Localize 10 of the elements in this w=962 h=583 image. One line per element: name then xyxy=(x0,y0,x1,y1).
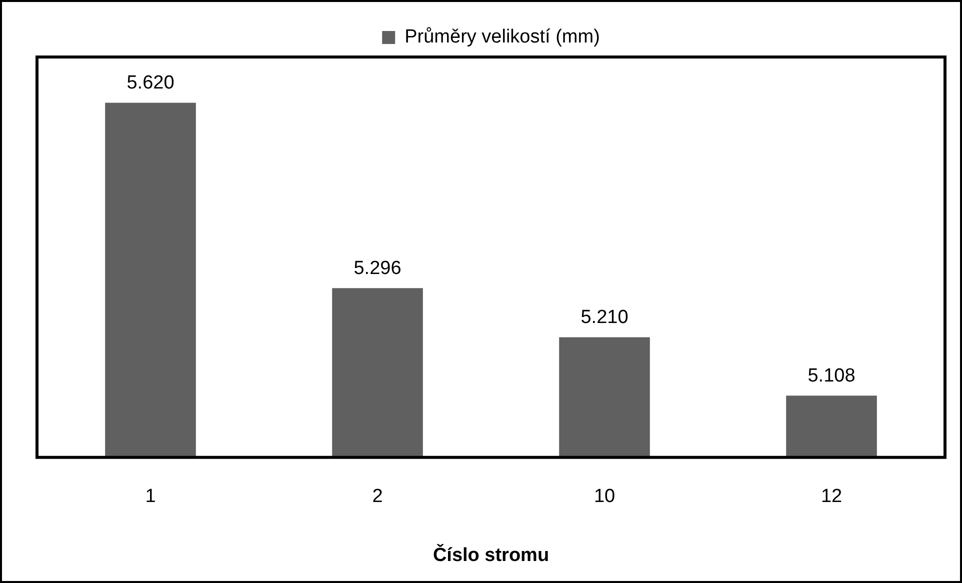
x-tick-label: 2 xyxy=(372,486,383,508)
data-label: 5.296 xyxy=(354,258,402,279)
x-tick-label: 10 xyxy=(594,486,616,508)
legend-label: Průměry velikostí (mm) xyxy=(404,26,600,48)
data-label: 5.620 xyxy=(126,72,174,94)
data-label: 5.210 xyxy=(580,307,628,328)
x-tick-label: 12 xyxy=(820,486,842,508)
x-axis-title: Číslo stromu xyxy=(432,542,550,566)
x-tick-label: 1 xyxy=(145,486,156,508)
data-label: 5.108 xyxy=(808,365,856,386)
